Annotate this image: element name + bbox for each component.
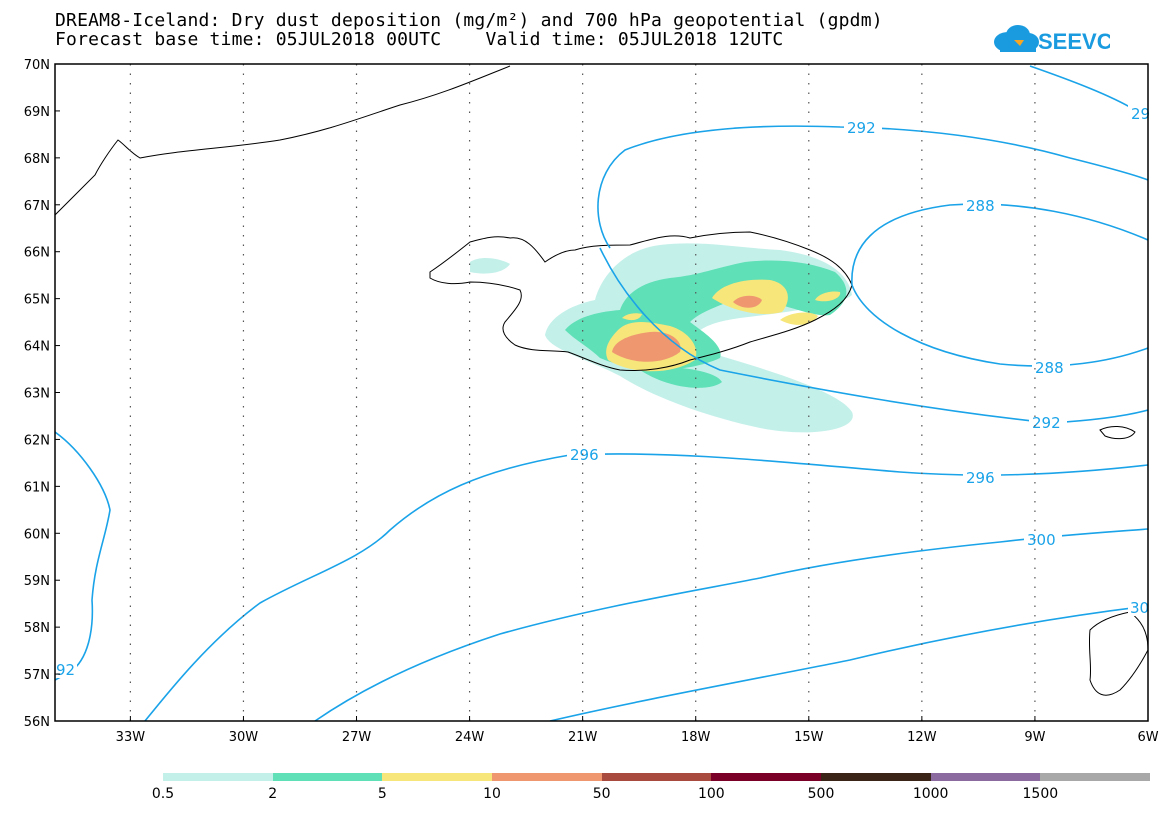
legend-labels: 0.5 2 5 10 50 100 500 1000 1500 xyxy=(0,786,1175,806)
legend-swatch xyxy=(382,773,493,781)
geopotential-contours xyxy=(55,65,1148,721)
legend-swatch xyxy=(711,773,822,781)
contour-292-mid xyxy=(599,247,1148,424)
contour-labels: 292 29 288 288 292 296 296 300 30 92 xyxy=(55,104,1150,679)
lon-label: 18W xyxy=(681,730,711,745)
legend-label: 0.5 xyxy=(151,786,175,802)
legend-swatch xyxy=(492,773,602,781)
lat-label: 56N xyxy=(24,715,50,730)
lat-label: 69N xyxy=(24,105,50,120)
lat-label: 63N xyxy=(24,387,50,402)
contour-label: 296 xyxy=(570,446,599,464)
latitude-labels: 70N 69N 68N 67N 66N 65N 64N 63N 62N 61N 60N 59N 58N 5… xyxy=(24,58,50,730)
longitude-labels: 33W 30W 27W 24W 21W 18W 15W 12W 9W 6W xyxy=(116,730,1159,745)
contour-label: 292 xyxy=(1032,414,1061,432)
lat-label: 65N xyxy=(24,293,50,308)
lat-label: 58N xyxy=(24,621,50,636)
lat-label: 66N xyxy=(24,246,50,261)
lon-label: 21W xyxy=(568,730,598,745)
lat-label: 57N xyxy=(24,668,50,683)
coastlines xyxy=(55,65,1148,696)
lon-label: 33W xyxy=(116,730,146,745)
dust-deposition-field xyxy=(470,243,853,433)
lon-label: 24W xyxy=(455,730,485,745)
legend-label: 50 xyxy=(592,786,611,802)
contour-label: 92 xyxy=(56,661,75,679)
dust-level-10 xyxy=(612,295,762,362)
contour-292-left xyxy=(55,431,111,681)
contour-label: 292 xyxy=(847,119,876,137)
lat-label: 59N xyxy=(24,574,50,589)
lon-label: 6W xyxy=(1137,730,1158,745)
legend-swatch xyxy=(272,773,383,781)
lat-label: 61N xyxy=(24,480,50,495)
iceland-coast xyxy=(429,231,853,371)
graticule xyxy=(55,63,1149,722)
lon-label: 27W xyxy=(342,730,372,745)
lon-label: 30W xyxy=(229,730,259,745)
contour-label: 296 xyxy=(966,469,995,487)
lat-label: 67N xyxy=(24,199,50,214)
legend-label: 1000 xyxy=(912,786,949,802)
plot-frame xyxy=(54,63,1149,722)
seevccc-logo: SEEVCCC xyxy=(994,25,1110,54)
lon-label: 9W xyxy=(1024,730,1045,745)
lat-label: 68N xyxy=(24,152,50,167)
lat-label: 64N xyxy=(24,340,50,355)
lat-label: 62N xyxy=(24,433,50,448)
lat-label: 60N xyxy=(24,527,50,542)
color-legend xyxy=(163,773,1151,781)
faroe-coast xyxy=(1099,426,1136,440)
contour-30x-lower xyxy=(549,605,1148,721)
lat-label: 70N xyxy=(24,58,50,73)
chart-subtitle: Forecast base time: 05JUL2018 00UTC Vali… xyxy=(55,29,784,50)
contour-label: 300 xyxy=(1027,531,1056,549)
legend-label: 10 xyxy=(483,786,501,802)
contour-296 xyxy=(144,453,1148,721)
legend-label: 500 xyxy=(807,786,835,802)
contour-label: 288 xyxy=(1035,359,1064,377)
legend-swatch xyxy=(1040,773,1151,781)
contour-288-mid xyxy=(851,284,1148,367)
lon-label: 12W xyxy=(907,730,937,745)
contour-label: 288 xyxy=(966,197,995,215)
contour-292-top xyxy=(597,125,1148,249)
contour-288-top xyxy=(851,203,1148,286)
legend-label: 100 xyxy=(697,786,725,802)
contour-label: 29 xyxy=(1131,105,1150,123)
legend-label: 2 xyxy=(268,786,278,802)
contour-label: 30 xyxy=(1130,599,1149,617)
cloud-icon xyxy=(994,25,1039,52)
legend-swatch xyxy=(163,773,273,781)
legend-label: 5 xyxy=(377,786,387,802)
svg-text:SEEVCCC: SEEVCCC xyxy=(1038,29,1110,54)
chart-title: DREAM8-Iceland: Dry dust deposition (mg/… xyxy=(55,10,883,31)
legend-swatch xyxy=(930,773,1041,781)
scotland-coast xyxy=(1088,611,1148,696)
legend-swatch xyxy=(821,773,931,781)
legend-swatch xyxy=(601,773,712,781)
greenland-coast xyxy=(55,65,511,216)
lon-label: 15W xyxy=(794,730,824,745)
legend-label: 1500 xyxy=(1022,786,1059,802)
